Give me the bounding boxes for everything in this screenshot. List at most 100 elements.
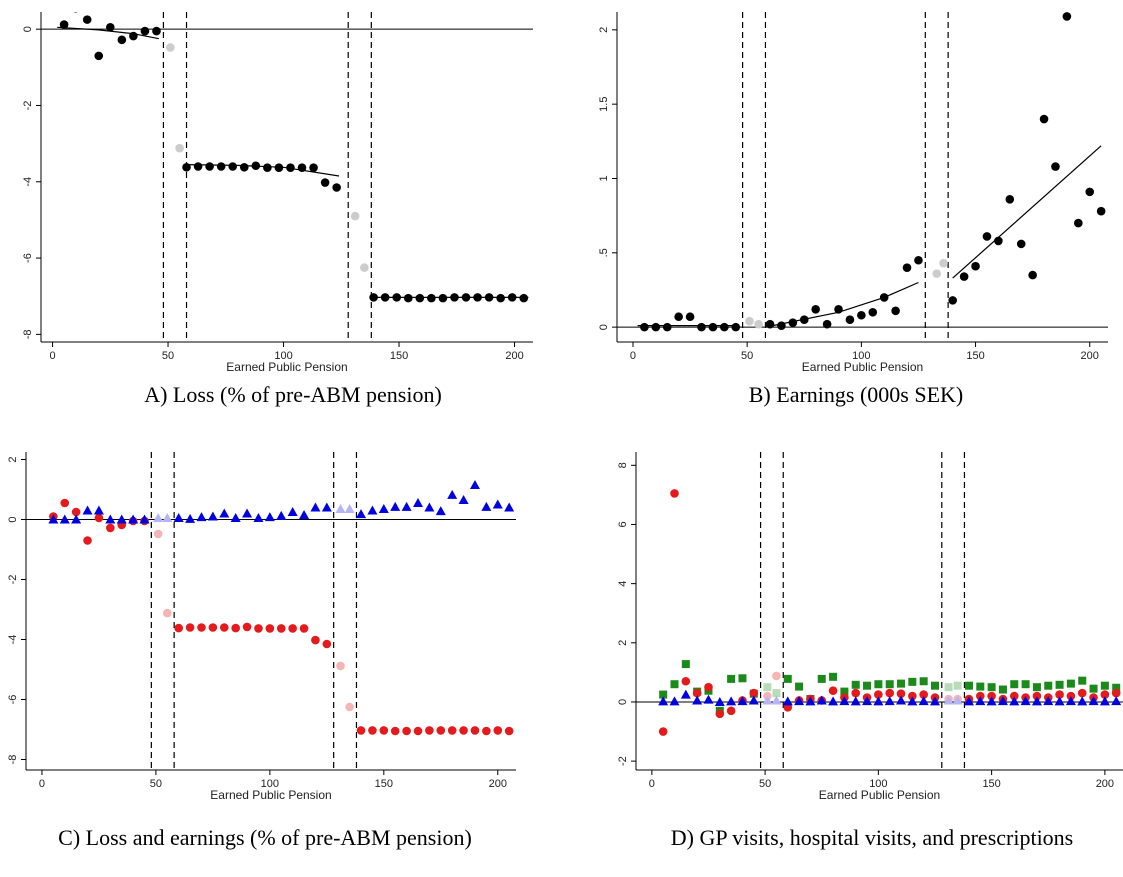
data-point [828, 686, 838, 696]
data-point [685, 312, 695, 322]
data-point [885, 680, 894, 689]
data-point [670, 680, 679, 689]
data-point [918, 696, 929, 706]
data-point [83, 536, 92, 545]
data-point [1088, 696, 1099, 706]
data-point [772, 689, 781, 698]
data-point [71, 507, 81, 517]
x-tick-label: 100 [852, 350, 870, 362]
x-tick-label: 0 [39, 778, 45, 790]
data-point [783, 674, 792, 683]
data-point [105, 22, 115, 32]
data-point [681, 660, 690, 669]
data-point [1066, 679, 1075, 688]
data-point [493, 726, 503, 735]
data-point [674, 312, 683, 322]
data-point [276, 624, 286, 633]
x-tick-label: 100 [261, 778, 279, 790]
data-point [228, 162, 238, 171]
data-point [216, 162, 226, 171]
data-point [874, 690, 883, 699]
data-point [276, 510, 287, 520]
data-point [745, 316, 754, 326]
data-point [174, 623, 183, 633]
data-point [873, 696, 884, 706]
data-point [265, 624, 275, 633]
y-tick-label: -2 [22, 101, 34, 111]
data-point [692, 695, 703, 705]
data-point [640, 322, 649, 332]
data-point [762, 695, 773, 705]
data-point [1100, 690, 1110, 699]
data-point [482, 726, 491, 736]
data-point [504, 726, 514, 736]
data-point [929, 696, 940, 706]
data-point [162, 513, 173, 522]
data-point [659, 690, 668, 699]
data-point [242, 508, 253, 518]
data-point [447, 489, 458, 499]
data-point [727, 674, 736, 683]
data-point [322, 639, 332, 649]
data-point [413, 726, 423, 736]
data-point [264, 512, 275, 522]
data-point [1016, 239, 1026, 249]
data-point [1111, 688, 1121, 698]
data-point [788, 318, 798, 327]
data-point [795, 682, 804, 691]
data-point [971, 261, 980, 271]
data-point [519, 293, 529, 303]
data-point [944, 683, 953, 692]
data-point [288, 624, 297, 633]
data-point [496, 293, 505, 303]
x-tick-label: 0 [49, 350, 55, 362]
data-point [197, 623, 206, 632]
plot-area [41, 12, 533, 342]
data-point [987, 683, 996, 692]
data-point [73, 12, 78, 13]
panel-c: 0 50 100 150 200 2 0 -2 -4 -6 -8 Earned Public Pens… [7, 452, 516, 850]
data-point [1055, 680, 1064, 689]
data-point [851, 680, 860, 689]
data-point [392, 293, 402, 302]
data-point [106, 523, 115, 533]
data-point [1062, 12, 1072, 21]
data-point [459, 726, 468, 735]
data-point [469, 480, 480, 489]
data-point [669, 696, 680, 706]
data-point [153, 529, 163, 539]
y-tick-label: 1.5 [598, 97, 610, 112]
data-point [274, 163, 284, 172]
data-point [117, 35, 127, 45]
data-point [715, 709, 725, 719]
data-point [309, 163, 318, 172]
data-point [1009, 696, 1020, 706]
plot-area [636, 452, 1123, 770]
data-point [196, 512, 207, 522]
y-tick-label: -4 [7, 635, 19, 645]
data-point [975, 696, 986, 706]
data-point [299, 510, 310, 519]
data-point [754, 319, 763, 329]
data-point [297, 163, 307, 172]
data-point [390, 726, 400, 736]
data-point [998, 685, 1007, 694]
data-point [152, 26, 161, 36]
x-tick-label: 50 [162, 350, 174, 362]
data-point [425, 726, 434, 735]
data-point [59, 20, 69, 29]
y-tick-label: 8 [617, 462, 629, 468]
data-point [481, 501, 492, 511]
data-point [976, 682, 985, 691]
data-point [1077, 688, 1087, 698]
y-tick-label: 2 [7, 456, 19, 462]
data-point [182, 162, 191, 172]
data-point [139, 514, 150, 524]
data-point [447, 726, 457, 735]
data-point [919, 690, 928, 699]
data-point [805, 696, 816, 706]
y-tick-label: 2 [617, 640, 629, 646]
data-point [884, 696, 895, 706]
data-point [704, 682, 713, 692]
panel-caption: D) GP visits, hospital visits, and presc… [671, 825, 1074, 850]
